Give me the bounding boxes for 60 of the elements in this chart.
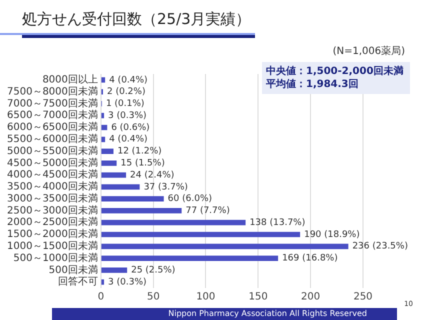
bar xyxy=(101,267,128,273)
y-tick-label: 7500～8000回未満 xyxy=(6,85,98,98)
y-tick-label: 500～1000回未満 xyxy=(13,252,98,264)
bar xyxy=(101,232,300,238)
y-tick-label: 2500～3000回未満 xyxy=(6,204,98,216)
y-tick-label: 8000回以上 xyxy=(42,74,98,86)
y-tick-label: 4500～5000回未満 xyxy=(6,156,98,169)
bar xyxy=(101,112,104,118)
y-tick-label: 4000～4500回未満 xyxy=(6,168,98,181)
x-tick-label: 250 xyxy=(353,292,373,303)
bar xyxy=(101,256,278,261)
data-label: 3 (0.3%) xyxy=(108,277,147,288)
data-label: 4 (0.4%) xyxy=(109,134,148,145)
x-tick-label: 200 xyxy=(301,292,320,303)
bar xyxy=(101,184,140,190)
data-label: 169 (16.8%) xyxy=(282,254,338,264)
data-label: 138 (13.7%) xyxy=(250,218,306,228)
data-label: 6 (0.6%) xyxy=(111,122,150,133)
x-tick-label: 150 xyxy=(248,292,268,303)
bar xyxy=(101,196,164,202)
bar xyxy=(101,220,246,226)
data-label: 60 (6.0%) xyxy=(168,194,212,204)
annotation: 平均値：1,984.3回 xyxy=(266,78,360,91)
data-label: 37 (3.7%) xyxy=(144,182,188,192)
bar xyxy=(101,160,117,166)
y-tick-label: 3000～3500回未満 xyxy=(6,192,98,204)
bar xyxy=(101,244,348,250)
x-tick-label: 0 xyxy=(98,292,104,303)
text: Nippon Pharmacy Association All Rights Reserved xyxy=(168,309,368,318)
bar xyxy=(101,172,126,178)
bar xyxy=(101,148,114,154)
y-tick-label: 回答不可 xyxy=(58,276,98,288)
data-label: 236 (23.5%) xyxy=(352,242,408,252)
x-tick-label: 100 xyxy=(196,292,216,303)
data-label: 25 (2.5%) xyxy=(131,266,176,276)
data-label: 2 (0.2%) xyxy=(106,87,146,98)
chart-title: 処方せん受付回数（25/3月実績） xyxy=(22,10,251,29)
data-label: 12 (1.2%) xyxy=(117,146,162,157)
bar xyxy=(101,208,182,214)
y-tick-label: 500回未満 xyxy=(48,264,98,276)
data-label: 77 (7.7%) xyxy=(186,206,230,216)
y-tick-label: 1500～2000回未満 xyxy=(6,228,98,240)
data-label: 190 (18.9%) xyxy=(304,230,360,240)
annotation: 中央値：1,500-2,000回未満 xyxy=(266,65,404,78)
y-tick-label: 5500～6000回未満 xyxy=(6,132,98,145)
bar xyxy=(101,136,106,142)
y-tick-label: 1000～1500回未満 xyxy=(6,240,98,252)
data-label: 3 (0.3%) xyxy=(108,110,147,121)
y-tick-label: 5000～5500回未満 xyxy=(6,144,98,157)
y-tick-label: 2000～2500回未満 xyxy=(6,216,98,228)
y-tick-label: 7000～7500回未満 xyxy=(6,97,98,110)
x-tick-label: 50 xyxy=(146,292,160,303)
y-tick-label: 6000～6500回未満 xyxy=(6,121,98,134)
data-label: 1 (0.1%) xyxy=(106,99,144,110)
data-label: 15 (1.5%) xyxy=(120,158,165,169)
data-label: 24 (2.4%) xyxy=(130,170,174,180)
y-tick-label: 3500～4000回未満 xyxy=(6,180,98,193)
data-label: 4 (0.4%) xyxy=(109,75,148,86)
y-tick-label: 6500～7000回未満 xyxy=(6,109,98,122)
text: (N=1,006薬局) xyxy=(332,44,405,58)
